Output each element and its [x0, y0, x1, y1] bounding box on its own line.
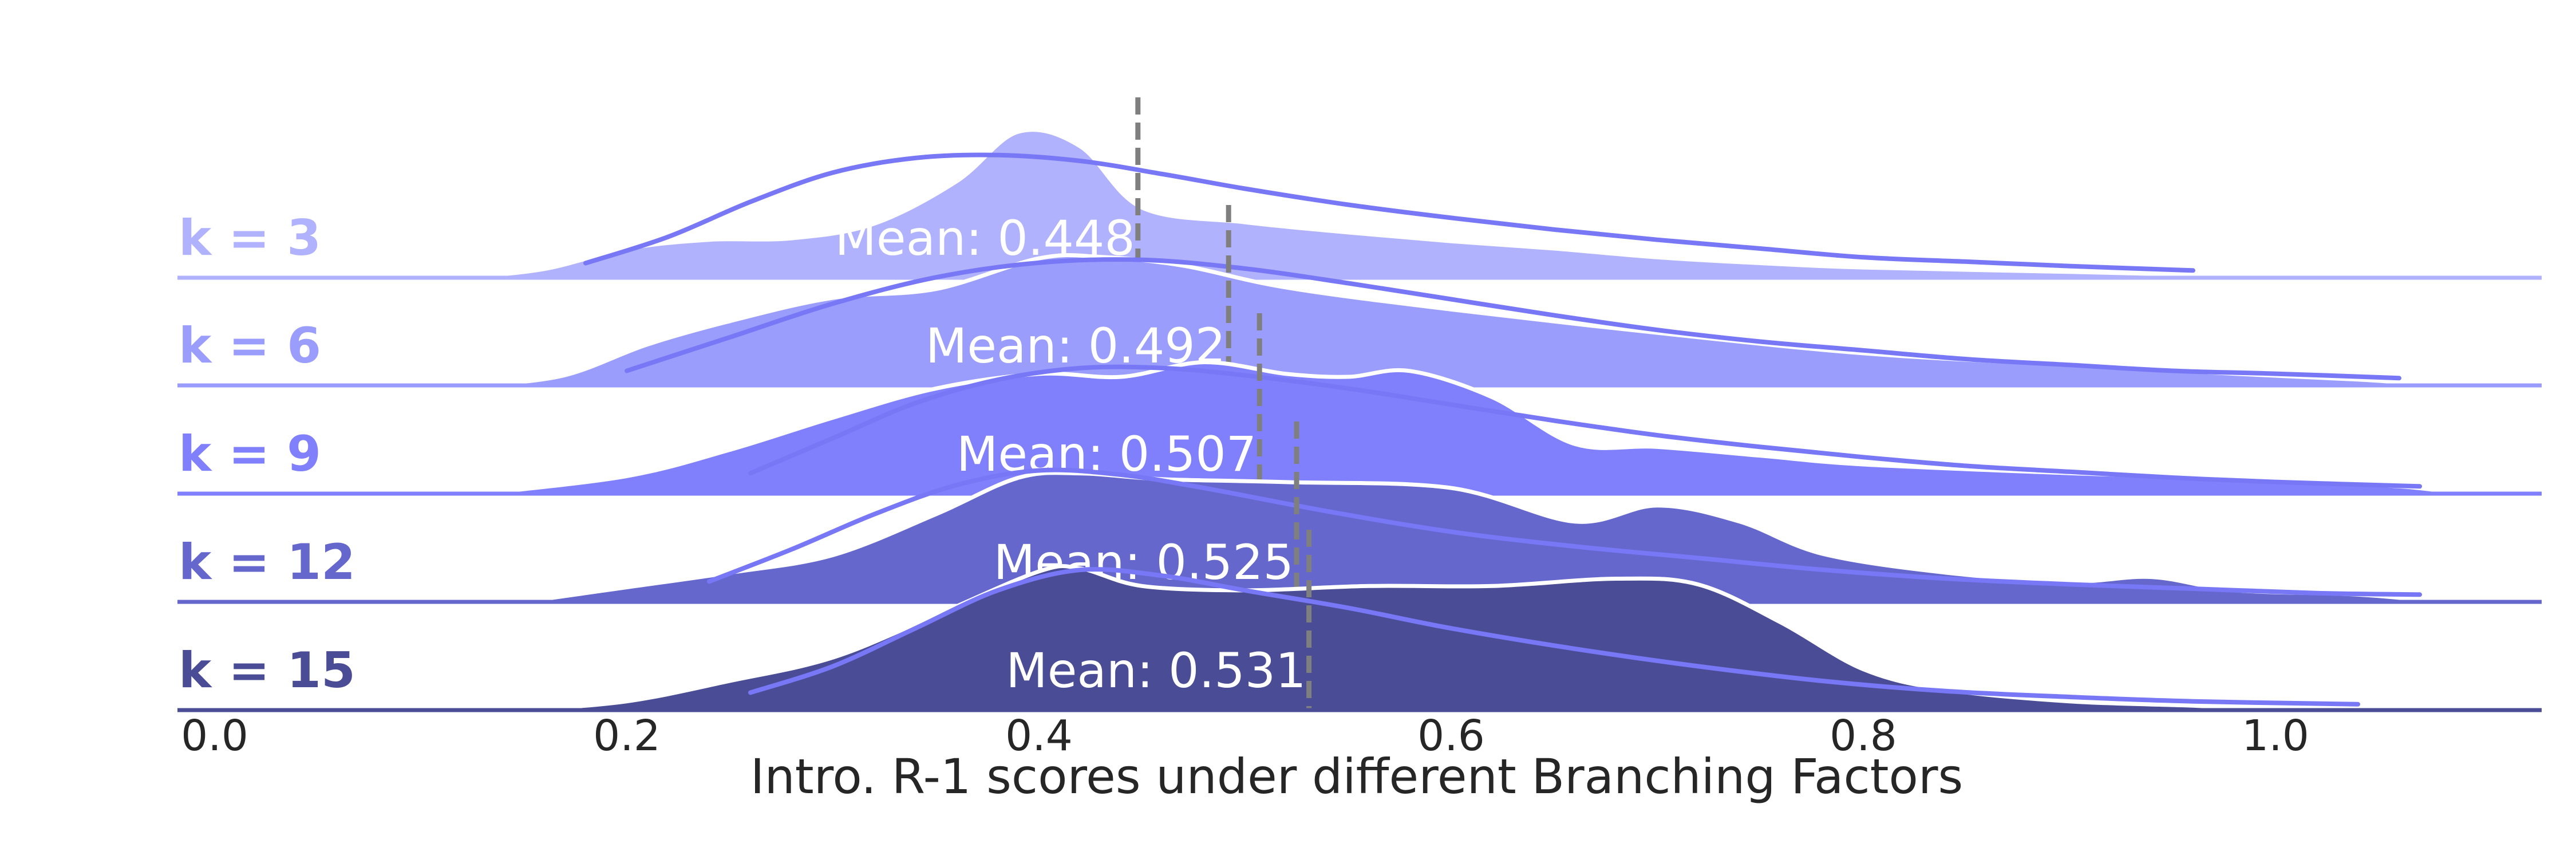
mean-label: Mean: 0.531: [1006, 643, 1306, 699]
series-label: k = 12: [179, 534, 355, 591]
x-tick-label: 1.0: [2242, 711, 2309, 761]
fit-curve: [748, 364, 2422, 489]
density-area: [460, 128, 2237, 280]
series-label: k = 3: [179, 210, 321, 267]
fit-curve: [748, 567, 2360, 707]
x-axis: 0.0 0.2 0.4 0.6 0.8 1.0: [177, 708, 2542, 761]
series-label: k = 15: [179, 642, 355, 699]
fit-curve: [707, 467, 2422, 597]
x-tick-label: 0.8: [1830, 711, 1897, 761]
x-axis-label: Intro. R-1 scores under different Branch…: [750, 748, 1963, 805]
series-label: k = 6: [179, 317, 321, 375]
x-tick-label: 0.0: [181, 711, 248, 761]
series-label: k = 9: [179, 425, 321, 483]
fit-curve: [625, 257, 2401, 381]
fit-curve: [583, 152, 2195, 273]
x-tick-label: 0.4: [1005, 711, 1073, 761]
x-tick-label: 0.6: [1417, 711, 1485, 761]
x-tick-label: 0.2: [593, 711, 661, 761]
